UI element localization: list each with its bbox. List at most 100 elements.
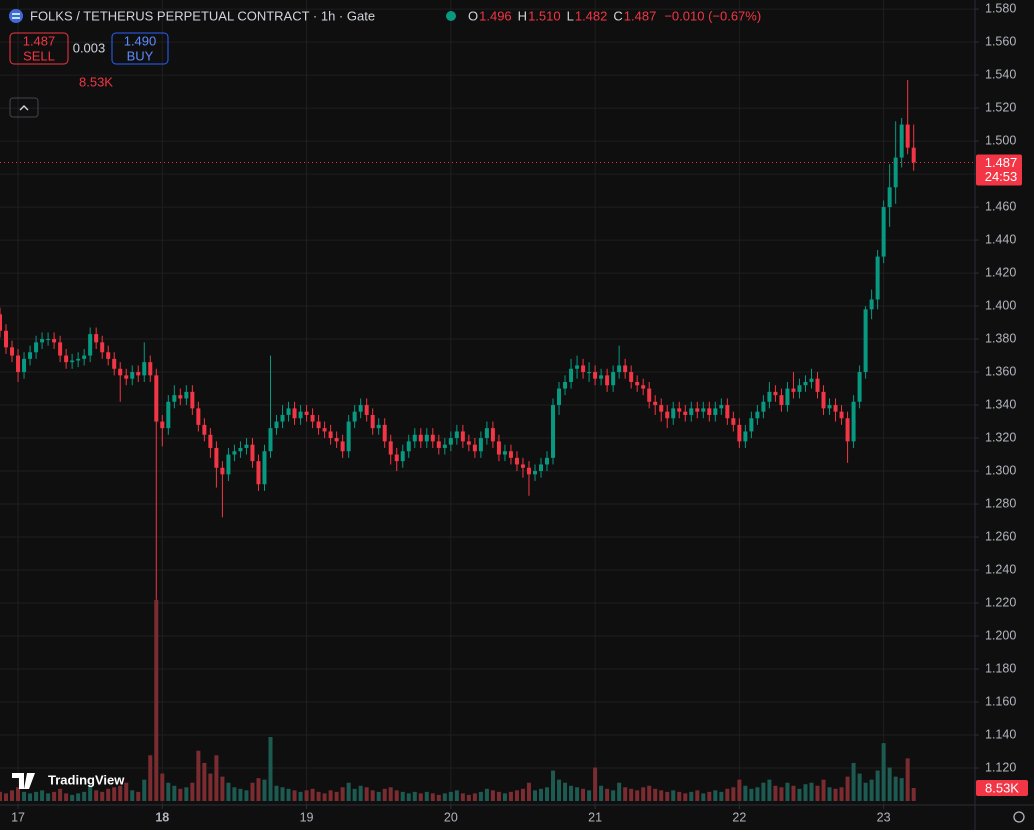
volume-bar: [394, 790, 399, 801]
volume-bar: [82, 791, 87, 801]
volume-bar: [857, 773, 862, 801]
volume-bar: [520, 788, 525, 801]
candle-body: [328, 431, 333, 439]
candle-body: [154, 375, 159, 422]
buy-price[interactable]: 1.490: [124, 33, 157, 48]
volume-tag-label: 8.53K: [985, 780, 1019, 795]
candle-body: [274, 421, 279, 429]
collapse-button[interactable]: [9, 97, 39, 118]
volume-bar: [863, 782, 868, 801]
candle-body: [677, 408, 682, 412]
volume-bar: [226, 782, 231, 801]
volume-bar: [827, 787, 832, 801]
candle-body: [502, 451, 507, 455]
legend-value: 1.482: [575, 8, 608, 23]
candle-body: [875, 256, 880, 300]
volume-bar: [334, 791, 339, 801]
volume-bar: [743, 785, 748, 801]
volume-bar: [238, 788, 243, 801]
candles: [0, 80, 916, 600]
candle-body: [683, 411, 688, 415]
candle-body: [148, 362, 153, 376]
volume-bar: [166, 782, 171, 801]
candle-body: [581, 365, 586, 373]
sell-button[interactable]: [9, 32, 69, 65]
volume-bar: [22, 791, 27, 801]
settings-icon[interactable]: [1013, 811, 1025, 823]
grid: [0, 0, 975, 805]
buy-label[interactable]: BUY: [127, 48, 154, 63]
countdown: 24:53: [985, 169, 1018, 184]
volume-bar: [400, 791, 405, 801]
sell-price[interactable]: 1.487: [23, 33, 56, 48]
volume-bar: [124, 782, 129, 801]
candle-body: [238, 447, 243, 452]
candle-body: [370, 414, 375, 429]
legend-value: 1.510: [528, 8, 561, 23]
candle-body: [406, 441, 411, 452]
volume-bar: [454, 790, 459, 801]
y-tick-label: 1.160: [985, 694, 1016, 708]
candle-body: [388, 441, 393, 455]
y-tick-label: 1.500: [985, 133, 1016, 147]
buy-button[interactable]: [111, 32, 169, 65]
candle-body: [587, 372, 592, 374]
volume-bar: [0, 791, 2, 801]
candle-body: [220, 467, 225, 475]
volume-bar: [418, 793, 423, 801]
volume-bar: [545, 787, 550, 801]
candle-body: [286, 408, 291, 415]
candle-body: [442, 444, 447, 448]
volume-bar: [725, 788, 730, 801]
candle-body: [40, 339, 45, 343]
volume-bar: [94, 790, 99, 801]
candle-body: [46, 339, 51, 341]
volume-bar: [767, 779, 772, 801]
volume-bar: [605, 788, 610, 801]
brand-name: TradingView: [48, 772, 125, 787]
collapse-icon[interactable]: [19, 105, 29, 111]
volume-bar: [707, 791, 712, 801]
volume-bar: [148, 755, 153, 801]
volume-bar: [599, 785, 604, 801]
candle-body: [803, 381, 808, 386]
y-tick-label: 1.420: [985, 265, 1016, 279]
candle-body: [845, 418, 850, 442]
y-tick-label: 1.460: [985, 199, 1016, 213]
candle-body: [755, 411, 760, 419]
volume-bar: [532, 790, 537, 801]
y-tick-label: 1.280: [985, 496, 1016, 510]
market-status[interactable]: [446, 11, 456, 21]
volume-bar: [502, 793, 507, 801]
volume-bar: [761, 782, 766, 801]
candle-body: [526, 467, 531, 475]
candle-body: [605, 375, 610, 386]
volume-bar: [112, 787, 117, 801]
candle-body: [364, 405, 369, 415]
volume-bar: [202, 762, 207, 801]
candle-body: [707, 408, 712, 415]
volume-bar: [887, 767, 892, 801]
candle-body: [112, 358, 117, 369]
symbol-title[interactable]: FOLKS / TETHERUS PERPETUAL CONTRACT · 1h…: [30, 8, 375, 23]
candle-body: [725, 405, 730, 419]
candle-body: [719, 405, 724, 409]
candle-body: [851, 401, 856, 442]
candle-body: [136, 372, 141, 376]
candle-body: [178, 395, 183, 399]
x-tick-label: 21: [588, 810, 602, 824]
candle-body: [472, 444, 477, 452]
spread: 0.003: [73, 40, 106, 55]
y-tick-label: 1.260: [985, 529, 1016, 543]
y-tick-label: 1.120: [985, 760, 1016, 774]
candle-body: [815, 378, 820, 392]
candle-body: [10, 347, 15, 356]
candle-body: [466, 441, 471, 445]
y-tick-label: 1.380: [985, 331, 1016, 345]
sell-label[interactable]: SELL: [23, 48, 55, 63]
candle-body: [430, 434, 435, 442]
y-tick-label: 1.140: [985, 727, 1016, 741]
volume-bar: [412, 791, 417, 801]
candle-body: [268, 428, 273, 452]
